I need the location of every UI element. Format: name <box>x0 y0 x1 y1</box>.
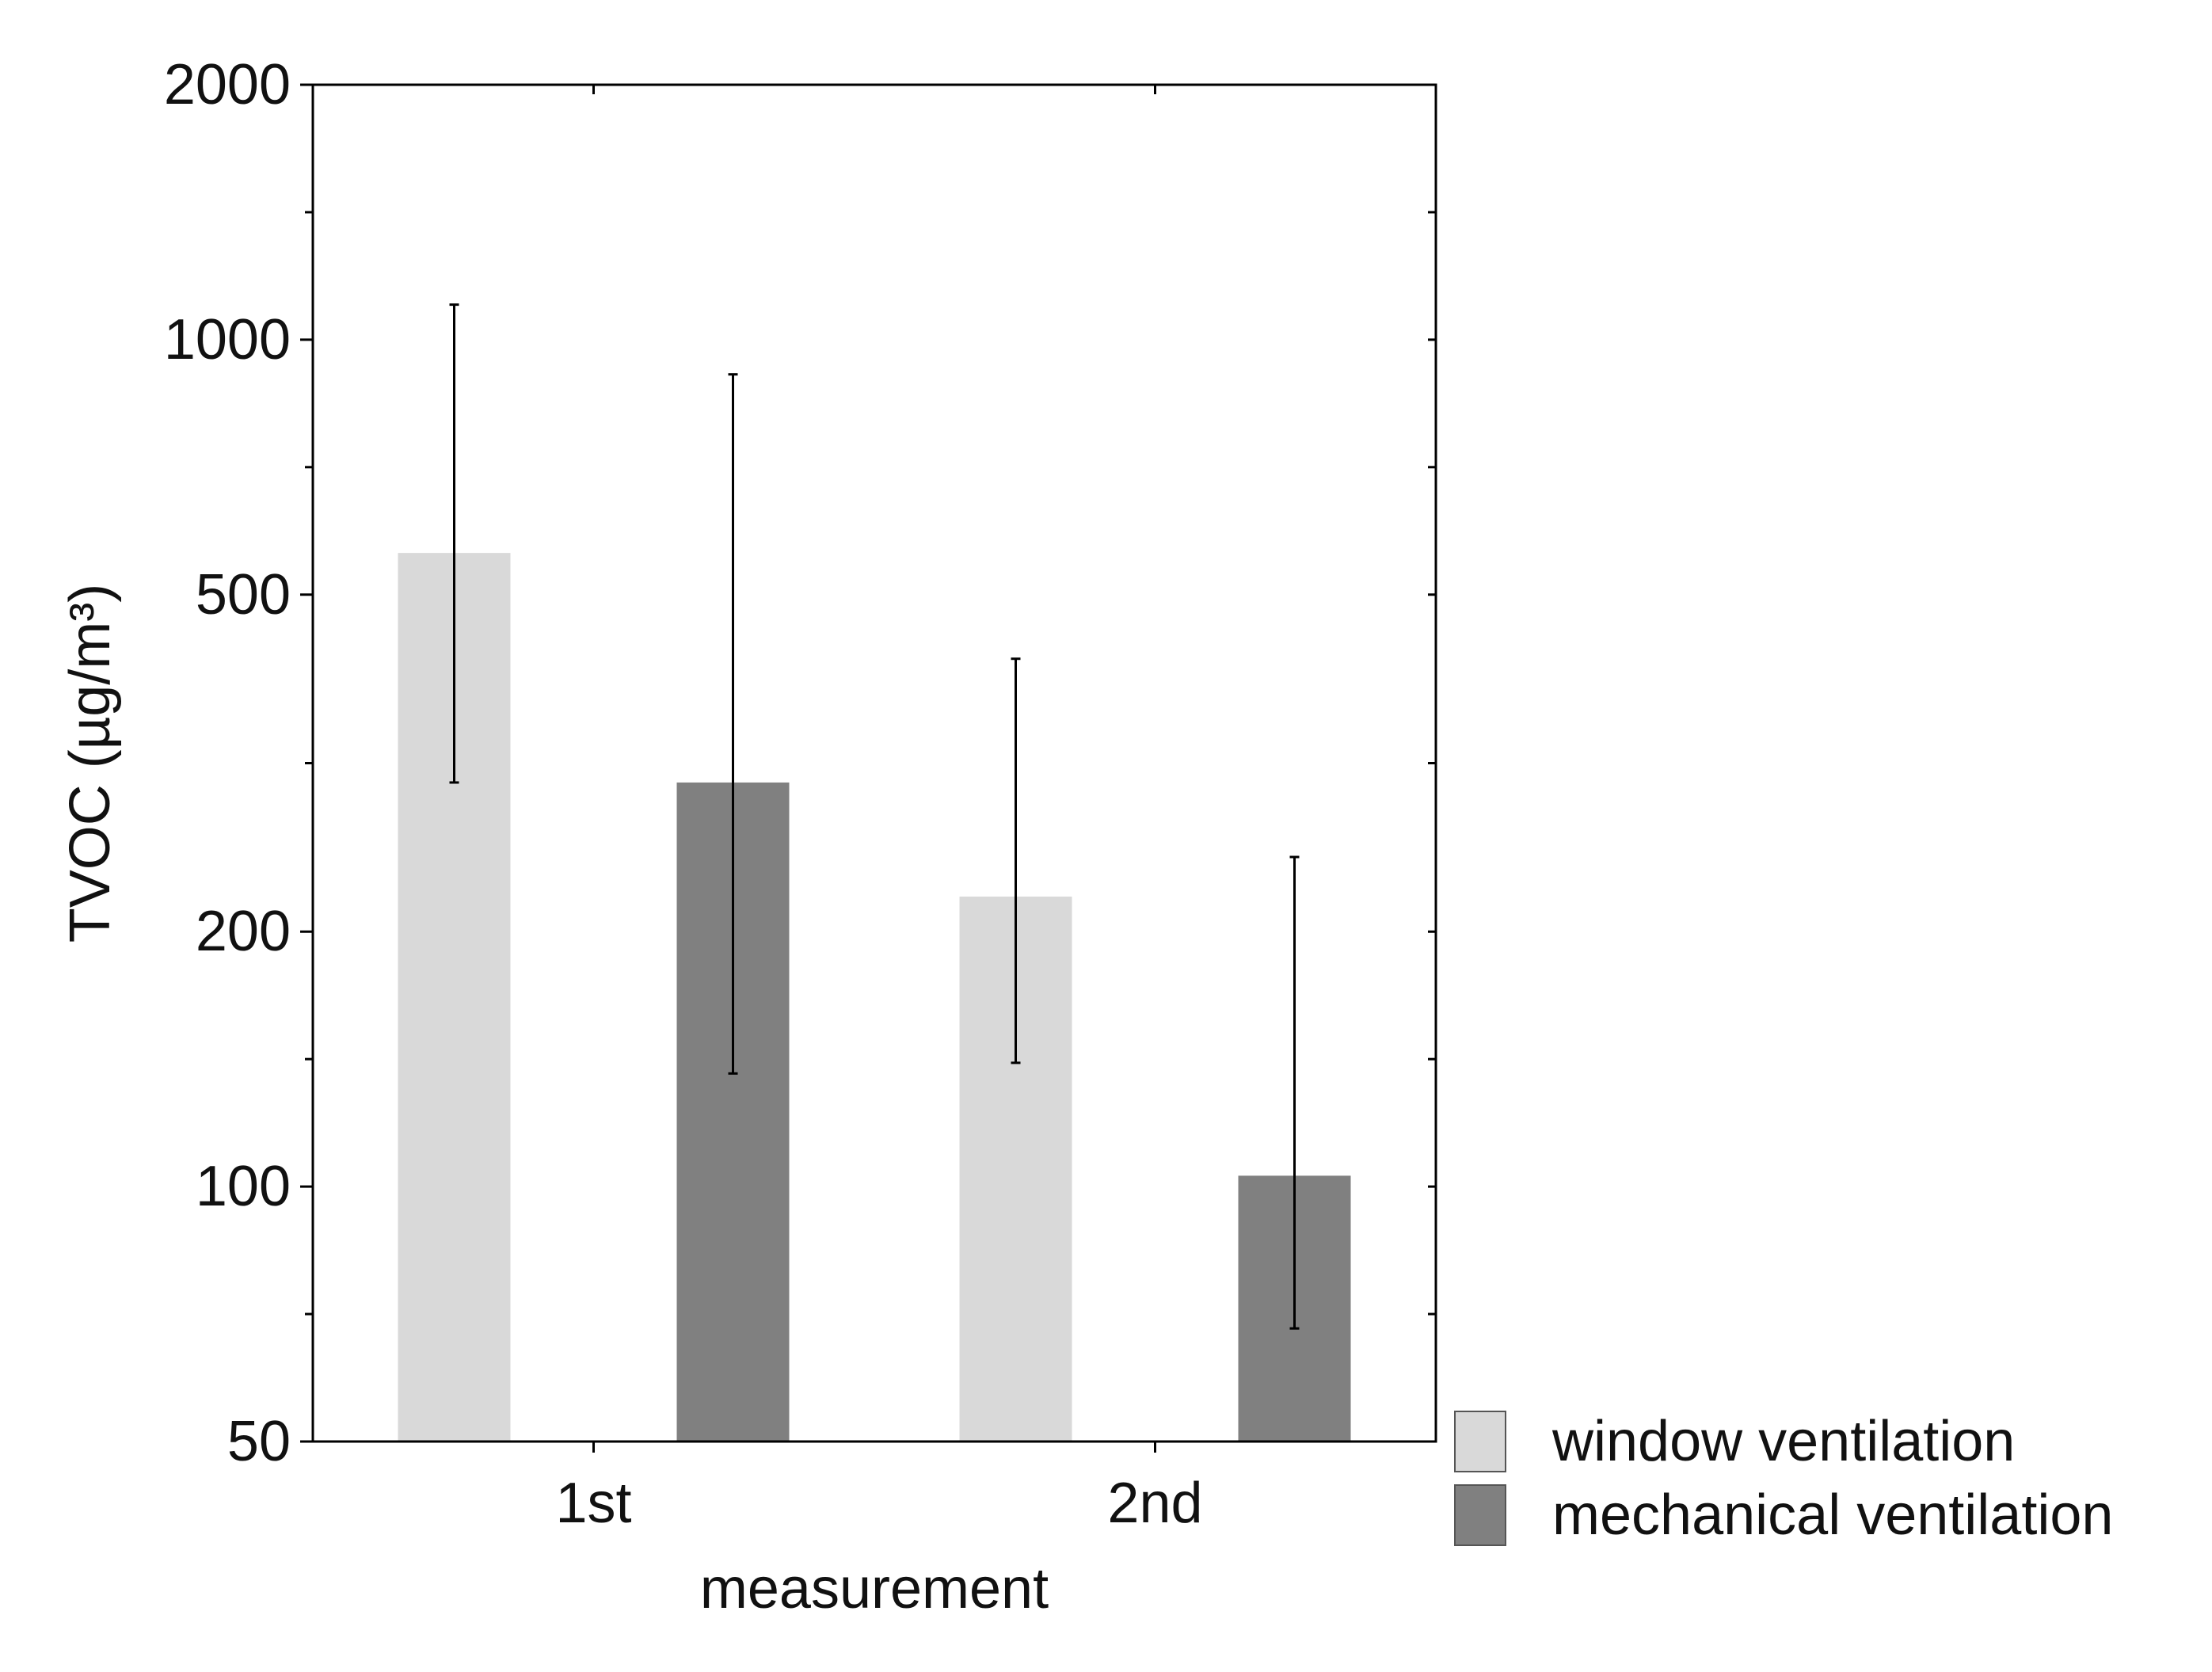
y-tick-label: 100 <box>196 1155 291 1218</box>
x-axis-label: measurement <box>700 1557 1049 1621</box>
y-axis: 50 100 200 500 1000 2000 <box>164 53 1436 1473</box>
y-tick-label: 2000 <box>164 53 291 116</box>
error-bars-layer <box>449 303 1300 1330</box>
legend: window ventilation mechanical ventilation <box>1454 1410 2113 1547</box>
legend-label: window ventilation <box>1551 1410 2015 1473</box>
legend-swatch <box>1454 1411 1506 1472</box>
y-tick-label: 200 <box>196 900 291 963</box>
y-tick-label: 1000 <box>164 308 291 371</box>
x-tick-label: 1st <box>555 1472 631 1535</box>
y-axis-label: TVOC (µg/m³) <box>59 584 122 943</box>
legend-label: mechanical ventilation <box>1552 1483 2113 1547</box>
y-tick-label: 500 <box>196 563 291 627</box>
x-tick-label: 2nd <box>1107 1472 1202 1535</box>
x-axis: 1st 2nd <box>555 85 1203 1535</box>
y-tick-label: 50 <box>227 1410 291 1473</box>
legend-swatch <box>1454 1484 1506 1546</box>
